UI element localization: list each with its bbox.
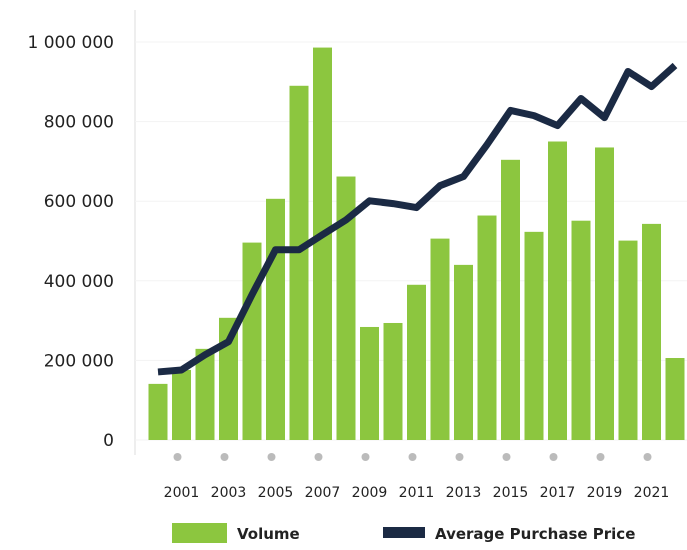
x-tick-dot <box>455 453 464 461</box>
bar <box>665 358 685 440</box>
y-tick-label: 600 000 <box>44 192 114 212</box>
x-tick-label: 2003 <box>211 485 247 501</box>
x-tick-label: 2007 <box>305 485 341 501</box>
bar <box>618 240 638 440</box>
bar <box>336 176 356 441</box>
x-tick-dot <box>596 453 605 461</box>
x-tick-label: 2015 <box>493 485 529 501</box>
x-tick-dot <box>408 453 417 461</box>
bar <box>548 141 567 440</box>
y-tick-label: 0 <box>103 431 114 451</box>
y-tick-label: 800 000 <box>44 113 114 133</box>
bar <box>360 326 379 440</box>
x-tick-dot <box>173 453 182 461</box>
x-tick-dot <box>314 453 323 461</box>
bar <box>242 242 262 440</box>
x-tick-label: 2005 <box>258 485 294 501</box>
x-tick-dot <box>643 453 652 461</box>
bar <box>266 198 285 440</box>
bar <box>383 322 403 440</box>
legend-swatch <box>383 527 425 538</box>
x-tick-dot <box>220 453 229 461</box>
bar <box>219 317 238 440</box>
x-tick-label: 2011 <box>399 485 435 501</box>
line <box>157 62 678 376</box>
bar <box>595 147 614 440</box>
bar <box>571 220 591 440</box>
bar <box>642 223 661 440</box>
bar <box>454 264 473 440</box>
x-tick-label: 2019 <box>587 485 623 501</box>
bar <box>407 284 426 440</box>
bar <box>148 383 168 440</box>
legend-label: Average Purchase Price <box>435 525 635 543</box>
bar <box>289 85 309 440</box>
x-tick-dot <box>502 453 511 461</box>
bar <box>172 369 191 440</box>
x-tick-label: 2009 <box>352 485 388 501</box>
bar <box>313 47 332 441</box>
x-tick-dot <box>549 453 558 461</box>
x-tick-label: 2021 <box>634 485 670 501</box>
y-tick-label: 200 000 <box>44 351 114 371</box>
x-tick-dot <box>267 453 276 461</box>
y-tick-label: 1 000 000 <box>27 33 114 53</box>
bar <box>195 348 215 440</box>
x-tick-dot <box>361 453 370 461</box>
bar <box>477 215 497 440</box>
y-tick-label: 400 000 <box>44 272 114 292</box>
bar <box>501 159 520 441</box>
x-tick-label: 2013 <box>446 485 482 501</box>
bar <box>430 238 450 440</box>
bar <box>524 231 544 440</box>
legend-label: Volume <box>237 525 300 543</box>
x-tick-label: 2001 <box>164 485 200 501</box>
x-tick-label: 2017 <box>540 485 576 501</box>
legend-swatch <box>172 523 227 543</box>
